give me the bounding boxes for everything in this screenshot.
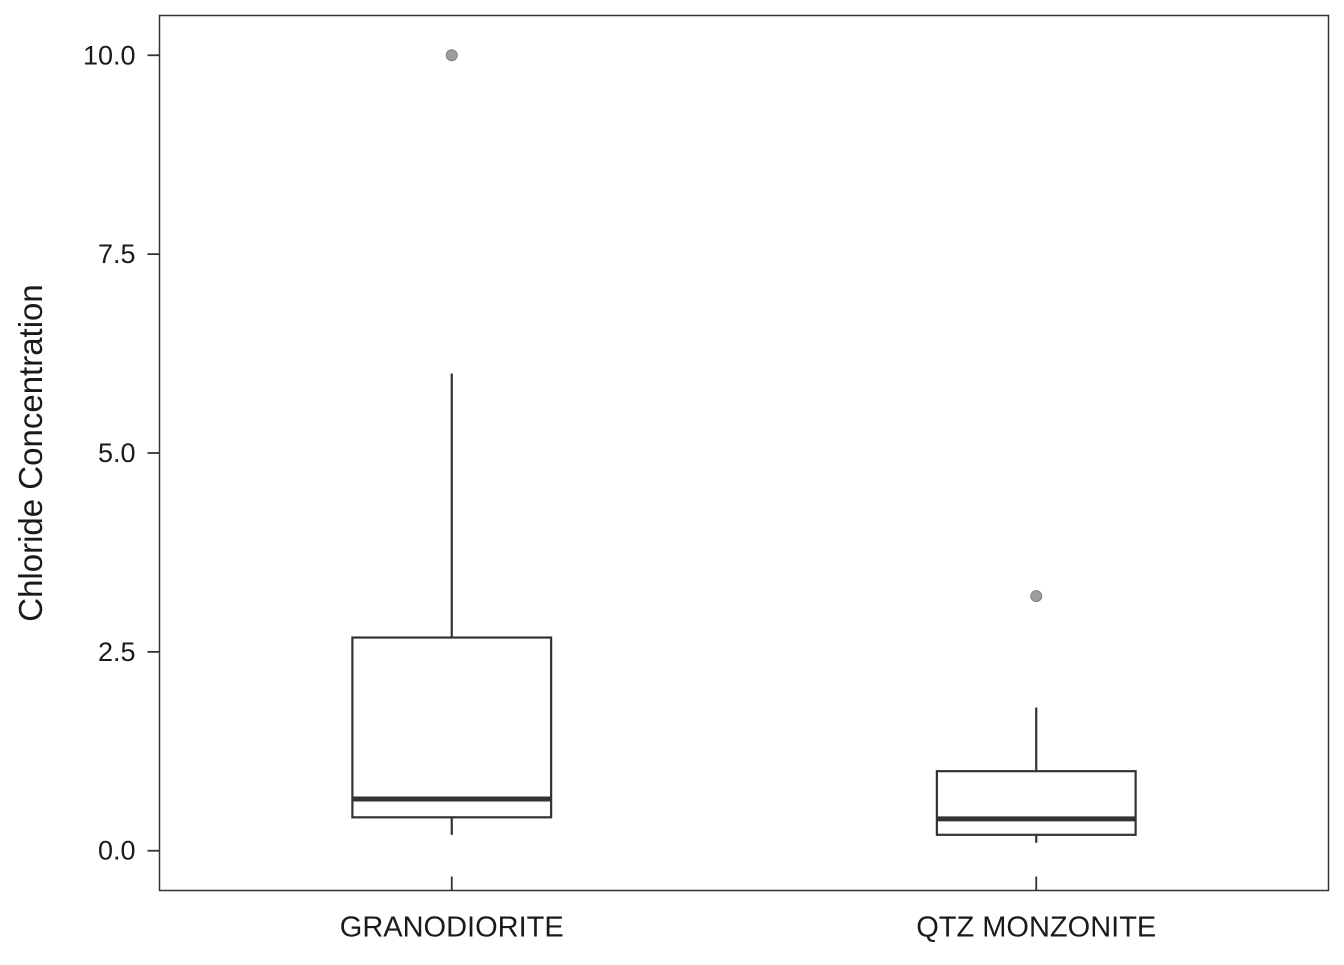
y-axis: 0.0 2.5 5.0 7.5 10.0 (83, 40, 160, 866)
plot-frame (158, 14, 1330, 892)
box-1 (935, 590, 1137, 843)
x-tick-label: QTZ MONZONITE (916, 912, 1156, 944)
outlier-point (445, 49, 458, 62)
box-iqr (351, 636, 553, 819)
y-axis-title: Chloride Concentration (12, 284, 49, 622)
box-0 (351, 49, 553, 835)
box-iqr (935, 770, 1137, 836)
x-tick-label: GRANODIORITE (340, 912, 564, 944)
y-tick-label: 5.0 (98, 438, 136, 468)
y-tick-label: 2.5 (98, 637, 136, 667)
y-tick-label: 0.0 (98, 836, 136, 866)
x-axis: GRANODIORITE QTZ MONZONITE (340, 876, 1156, 944)
y-tick-label: 7.5 (98, 239, 136, 269)
y-tick-label: 10.0 (83, 40, 136, 70)
boxes-group (351, 49, 1137, 843)
outlier-point (1030, 590, 1043, 603)
